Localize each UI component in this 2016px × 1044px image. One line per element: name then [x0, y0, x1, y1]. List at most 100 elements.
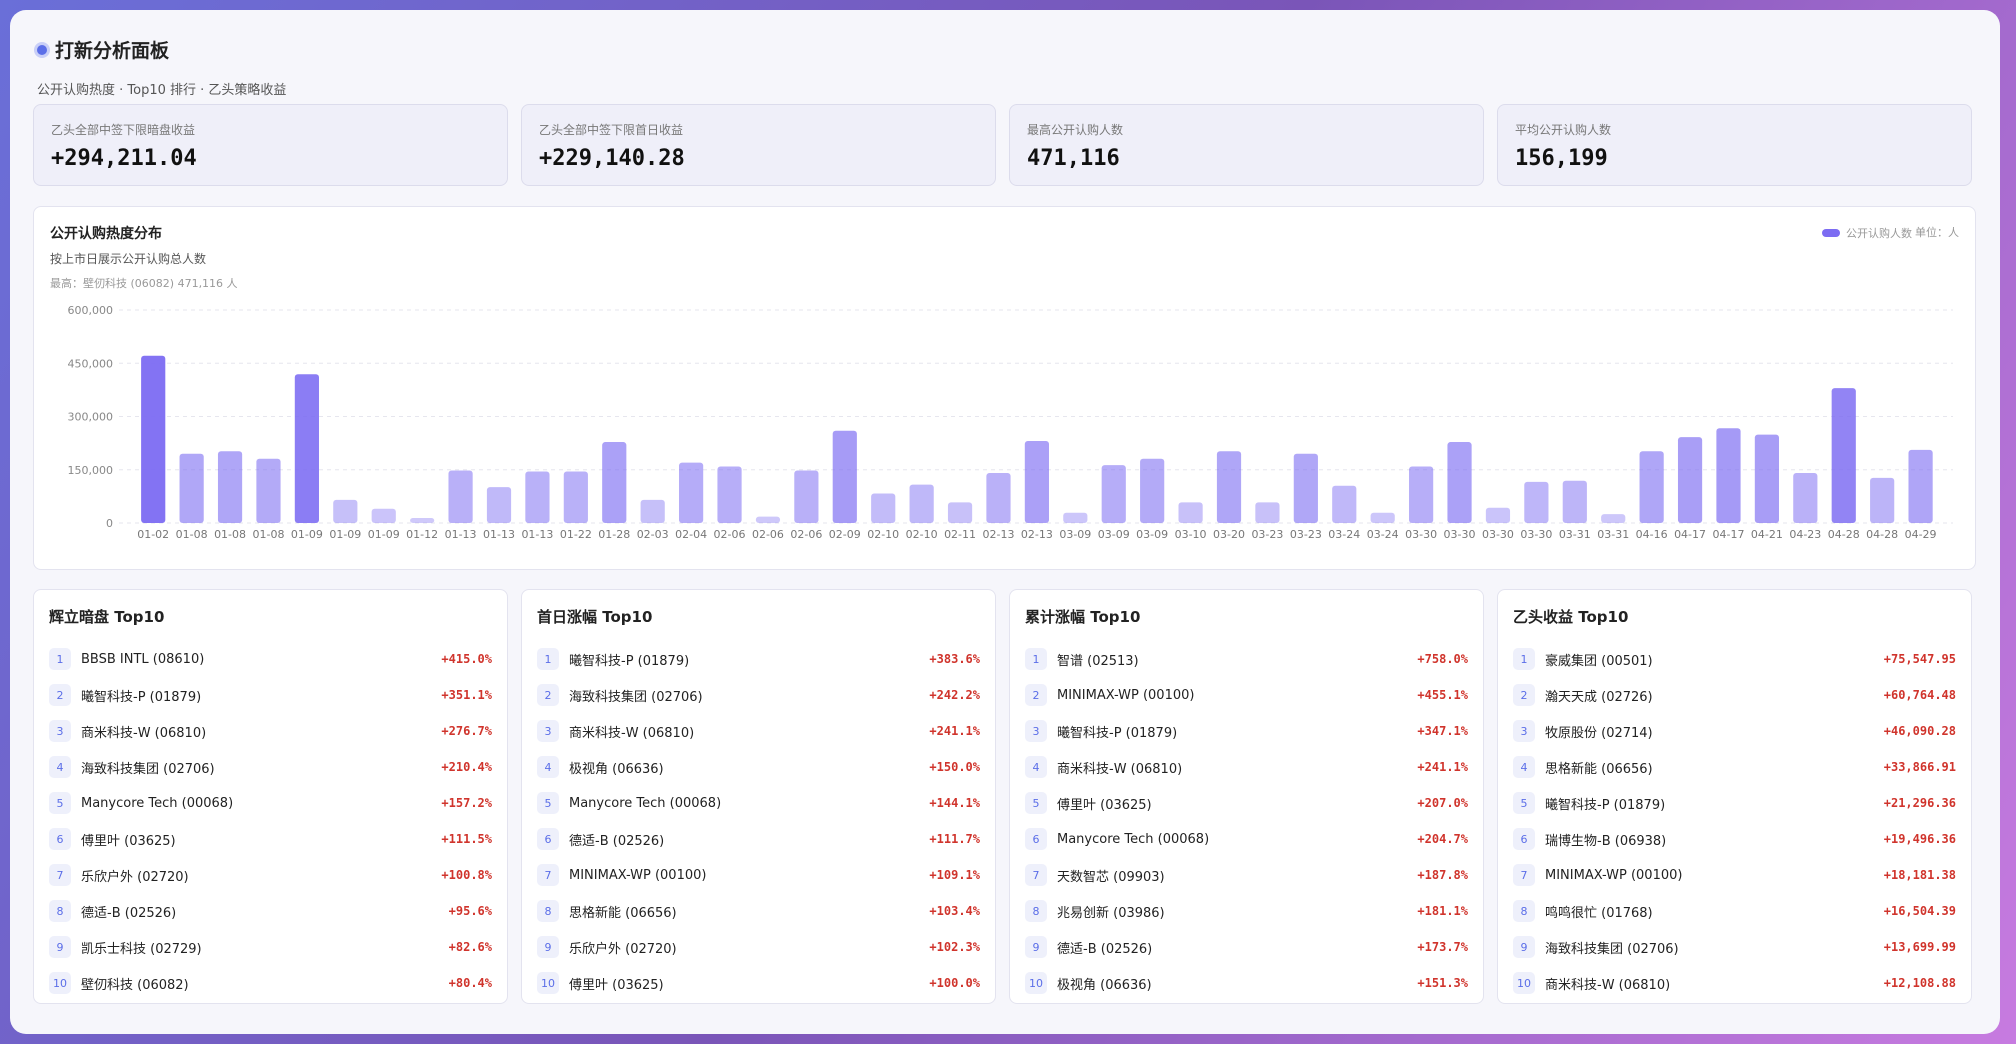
rank: 4 [1513, 756, 1535, 778]
list-row: 5 Manycore Tech (00068) +144.1% [537, 785, 980, 821]
item-name: 思格新能 (06656) [569, 905, 677, 921]
rank: 6 [1513, 828, 1535, 850]
item-value: +157.2% [441, 796, 492, 810]
item-value: +111.7% [929, 832, 980, 846]
rank: 7 [1025, 864, 1047, 886]
item-name: BBSB INTL (08610) [81, 651, 205, 667]
bar [1178, 502, 1203, 523]
item-value: +173.7% [1417, 940, 1468, 954]
rank: 5 [537, 792, 559, 814]
bar [717, 466, 742, 523]
list-row: 1 曦智科技-P (01879) +383.6% [537, 641, 980, 677]
item-name: 鸣鸣很忙 (01768) [1545, 905, 1653, 921]
bar [294, 374, 319, 523]
bar [371, 508, 396, 523]
list-title: 首日涨幅 Top10 [537, 608, 653, 626]
rank: 8 [537, 900, 559, 922]
bar [1831, 388, 1856, 523]
header: 打新分析面板 公开认购热度 · Top10 排行 · 乙头策略收益 [33, 36, 286, 98]
x-tick-label: 03-24 [1367, 528, 1399, 541]
bar [486, 487, 512, 523]
bar [217, 451, 243, 523]
bar [1908, 449, 1933, 523]
x-tick-label: 03-30 [1520, 528, 1552, 541]
rank: 10 [1025, 972, 1047, 994]
item-name: 商米科技-W (06810) [81, 725, 207, 741]
x-tick-label: 01-08 [214, 528, 246, 541]
rank: 9 [1025, 936, 1047, 958]
item-name: MINIMAX-WP (00100) [1545, 867, 1683, 883]
x-tick-label: 02-06 [790, 528, 822, 541]
rank: 3 [1025, 720, 1047, 742]
rank: 6 [1025, 828, 1047, 850]
item-name: 壁仞科技 (06082) [81, 977, 189, 993]
x-tick-label: 02-13 [982, 528, 1014, 541]
item-value: +100.0% [929, 976, 980, 990]
x-tick-label: 04-29 [1905, 528, 1937, 541]
chart-card: 公开认购热度分布 按上市日展示公开认购总人数 最高：壁仞科技 (06082) 4… [33, 206, 1976, 570]
x-tick-label: 03-09 [1136, 528, 1168, 541]
item-name: 智谱 (02513) [1057, 653, 1139, 669]
x-tick-label: 02-10 [906, 528, 938, 541]
rank-list: 首日涨幅 Top10 1 曦智科技-P (01879) +383.6% 2 海致科技集团 … [521, 589, 996, 1004]
bar [1485, 507, 1511, 523]
rank: 3 [537, 720, 559, 742]
item-value: +276.7% [441, 724, 492, 738]
x-tick-label: 04-17 [1674, 528, 1706, 541]
list-row: 6 德适-B (02526) +111.7% [537, 821, 980, 857]
rank: 5 [1025, 792, 1047, 814]
x-tick-label: 04-28 [1828, 528, 1860, 541]
item-name: 傅里叶 (03625) [1057, 797, 1152, 813]
item-name: 曦智科技-P (01879) [81, 689, 202, 705]
rank: 3 [1513, 720, 1535, 742]
bar [1870, 477, 1895, 523]
item-name: 天数智芯 (09903) [1057, 869, 1165, 885]
item-value: +13,699.99 [1883, 940, 1956, 954]
x-tick-label: 01-28 [598, 528, 630, 541]
rank: 2 [1513, 684, 1535, 706]
item-value: +103.4% [929, 904, 980, 918]
item-name: MINIMAX-WP (00100) [569, 867, 707, 883]
x-tick-label: 02-10 [867, 528, 899, 541]
item-name: 曦智科技-P (01879) [569, 653, 690, 669]
x-tick-label: 02-06 [752, 528, 784, 541]
list-row: 2 曦智科技-P (01879) +351.1% [49, 677, 492, 713]
bar [1370, 512, 1395, 523]
item-value: +80.4% [448, 976, 492, 990]
x-tick-label: 03-30 [1405, 528, 1437, 541]
list-row: 2 瀚天天成 (02726) +60,764.48 [1513, 677, 1956, 713]
rank: 1 [537, 648, 559, 670]
item-value: +109.1% [929, 868, 980, 882]
bar [333, 499, 358, 523]
list-row: 9 海致科技集团 (02706) +13,699.99 [1513, 929, 1956, 965]
list-row: 6 Manycore Tech (00068) +204.7% [1025, 821, 1468, 857]
item-name: MINIMAX-WP (00100) [1057, 687, 1195, 703]
bar [794, 470, 819, 523]
x-tick-label: 02-03 [637, 528, 669, 541]
bar [563, 471, 588, 523]
item-name: 商米科技-W (06810) [1057, 761, 1183, 777]
list-row: 4 商米科技-W (06810) +241.1% [1025, 749, 1468, 785]
rank: 8 [1025, 900, 1047, 922]
list-row: 10 壁仞科技 (06082) +80.4% [49, 965, 492, 1001]
chart-title: 公开认购热度分布 [50, 225, 162, 242]
list-title: 乙头收益 Top10 [1513, 608, 1629, 626]
x-tick-label: 03-30 [1482, 528, 1514, 541]
item-name: Manycore Tech (00068) [1057, 831, 1210, 847]
x-tick-label: 02-04 [675, 528, 707, 541]
item-name: 海致科技集团 (02706) [569, 689, 703, 705]
rank: 4 [1025, 756, 1047, 778]
bar [1255, 502, 1280, 523]
chart: 公开认购热度分布 按上市日展示公开认购总人数 最高：壁仞科技 (06082) 4… [50, 225, 1959, 541]
x-tick-label: 04-21 [1751, 528, 1783, 541]
x-tick-label: 01-13 [521, 528, 553, 541]
bar [1024, 440, 1049, 523]
x-tick-label: 03-24 [1328, 528, 1360, 541]
item-name: Manycore Tech (00068) [81, 795, 234, 811]
bar [947, 502, 973, 523]
x-tick-label: 01-13 [483, 528, 515, 541]
bar [525, 471, 550, 523]
stat-value: +294,211.04 [51, 146, 197, 171]
list-row: 3 曦智科技-P (01879) +347.1% [1025, 713, 1468, 749]
